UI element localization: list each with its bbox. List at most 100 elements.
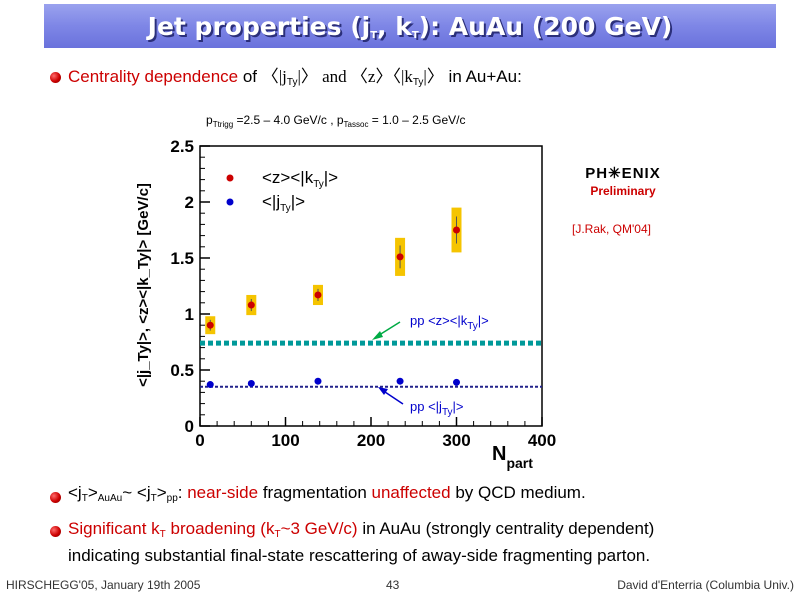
z-kt-point [314,291,322,299]
pp-kt-label: pp <z><|kTy|> [410,313,489,332]
text-part: <z><|k [262,168,314,187]
text-sub: Ty [412,77,424,88]
phenix-logo: PH✳ENIX Preliminary [578,164,668,198]
text-sub: AuAu [97,493,123,504]
y-axis-title: <|j_Ty|>, <z><|k_Ty|> [GeV/c] [135,183,152,387]
annotations: pp <z><|kTy|>pp <|jTy|> [372,313,489,418]
bullet-text-kt: Significant kT broadening (kT~3 GeV/c) i… [68,518,654,546]
text-math: 〈|j [261,67,287,86]
text: <j [68,483,82,502]
text-red: unaffected [371,483,451,502]
text-math: |〉 [423,67,444,86]
x-tick-label: 300 [442,431,470,450]
jt-point [247,379,255,387]
pp-jt-label: pp <|jTy|> [410,399,463,418]
text: of [238,67,262,86]
bullet-icon [50,526,61,537]
z-kt-point [206,321,214,329]
text-part: |> [324,168,338,187]
z-kt-point [453,226,460,234]
text-part: <|j [262,192,280,211]
y-tick-label: 1.5 [170,249,194,268]
x-axis-title: Npart [492,443,533,471]
text-sub: Ty [286,77,298,88]
text-red: ~3 GeV/c) [280,519,358,538]
text: > [87,483,98,502]
axes: 0 100 200 300 400 0 0.5 1 1.5 2 2.5 Npart <|j_Ty|>, … [135,137,556,471]
slide-title-bar: Jet properties (jT, kT): AuAu (200 GeV) [44,4,776,48]
bullet-icon [50,492,61,503]
text-sub: T [150,493,157,504]
bullet-text-kt-line2: indicating substantial final-state resca… [68,546,651,565]
phenix-logo-text: PH✳ENIX [585,165,661,182]
text-red: Significant k [68,519,160,538]
x-tick-label: 0 [195,431,204,450]
text-sub: Ty [467,321,478,332]
x-axis-title-sub: part [506,455,533,471]
title-part: , k [377,11,412,41]
y-tick-label: 0 [185,417,194,436]
preliminary-label: Preliminary [590,184,656,198]
x-axis-title-main: N [492,443,506,465]
text-part: |> [478,313,489,328]
text-sub: Ty [313,179,324,190]
bullet-icon [50,72,61,83]
y-tick-label: 0.5 [170,361,194,380]
x-tick-label: 100 [271,431,299,450]
text-sub: Ty [442,407,453,418]
reference-lines [200,340,542,388]
z-kt-point [247,301,255,309]
pp-jt-arrow-head [378,387,388,395]
title-sub: T [411,29,419,41]
legend-marker-jt [226,198,234,206]
text: : [177,483,188,502]
text-red: near-side [187,483,259,502]
y-tick-label: 2.5 [170,137,194,156]
text-math: |〉 and 〈z〉〈|k [297,67,413,86]
text-part: |> [291,192,305,211]
jt-point [314,377,322,385]
text-sub: T [274,529,281,540]
legend: <z><|kTy|><|jTy|> [226,168,338,214]
x-tick-label: 200 [357,431,385,450]
text: in Au+Au: [443,67,522,86]
legend-marker-z-kt [226,174,234,182]
legend-label-jt: <|jTy|> [262,192,305,214]
plot-area [199,145,543,427]
data-points [206,226,460,389]
text: =2.5 – 4.0 GeV/c , p [233,113,344,127]
text: fragmentation [258,483,372,502]
text-sub: Ty [280,203,291,214]
text-sub: T [81,493,88,504]
title-part: ): AuAu (200 GeV) [418,11,673,41]
slide-title: Jet properties (jT, kT): AuAu (200 GeV) [148,12,673,41]
text-red: broadening (k [165,519,275,538]
z-kt-point [396,253,404,261]
bullet-text-centrality: Centrality dependence of 〈|jTy|〉 and 〈z〉… [68,66,522,94]
legend-label-z-kt: <z><|kTy|> [262,168,338,190]
pp-kt-arrow-head [372,331,383,340]
kinematic-cuts-note: pTtrigg =2.5 – 4.0 GeV/c , pTassoc = 1.0… [206,113,466,129]
text-part: pp <z><|k [410,313,468,328]
text-part: |> [453,399,464,414]
text-red: Centrality dependence [68,67,239,86]
text: > [156,483,167,502]
y-tick-label: 2 [185,193,194,212]
bullet-text-jt: <jT>AuAu~ <jT>pp: near-side fragmentatio… [68,482,586,510]
title-part: Jet properties (j [147,11,371,41]
reference-citation: [J.Rak, QM'04] [572,222,651,236]
text-sub: pp [166,493,178,504]
x-tick-label: 400 [528,431,556,450]
text-sub: Ttrigg [212,120,234,129]
jt-point [453,378,460,386]
footer-page-number: 43 [386,578,400,592]
text-sub: Tassoc [343,120,369,129]
footer-left: HIRSCHEGG'05, January 19th 2005 [6,578,201,592]
text: by QCD medium. [450,483,586,502]
jt-point [206,381,214,389]
plot-frame [199,145,543,427]
text-part: pp <|j [410,399,442,414]
text: p [206,113,213,127]
y-tick-label: 1 [185,305,194,324]
text: in AuAu (strongly centrality dependent) [357,519,655,538]
